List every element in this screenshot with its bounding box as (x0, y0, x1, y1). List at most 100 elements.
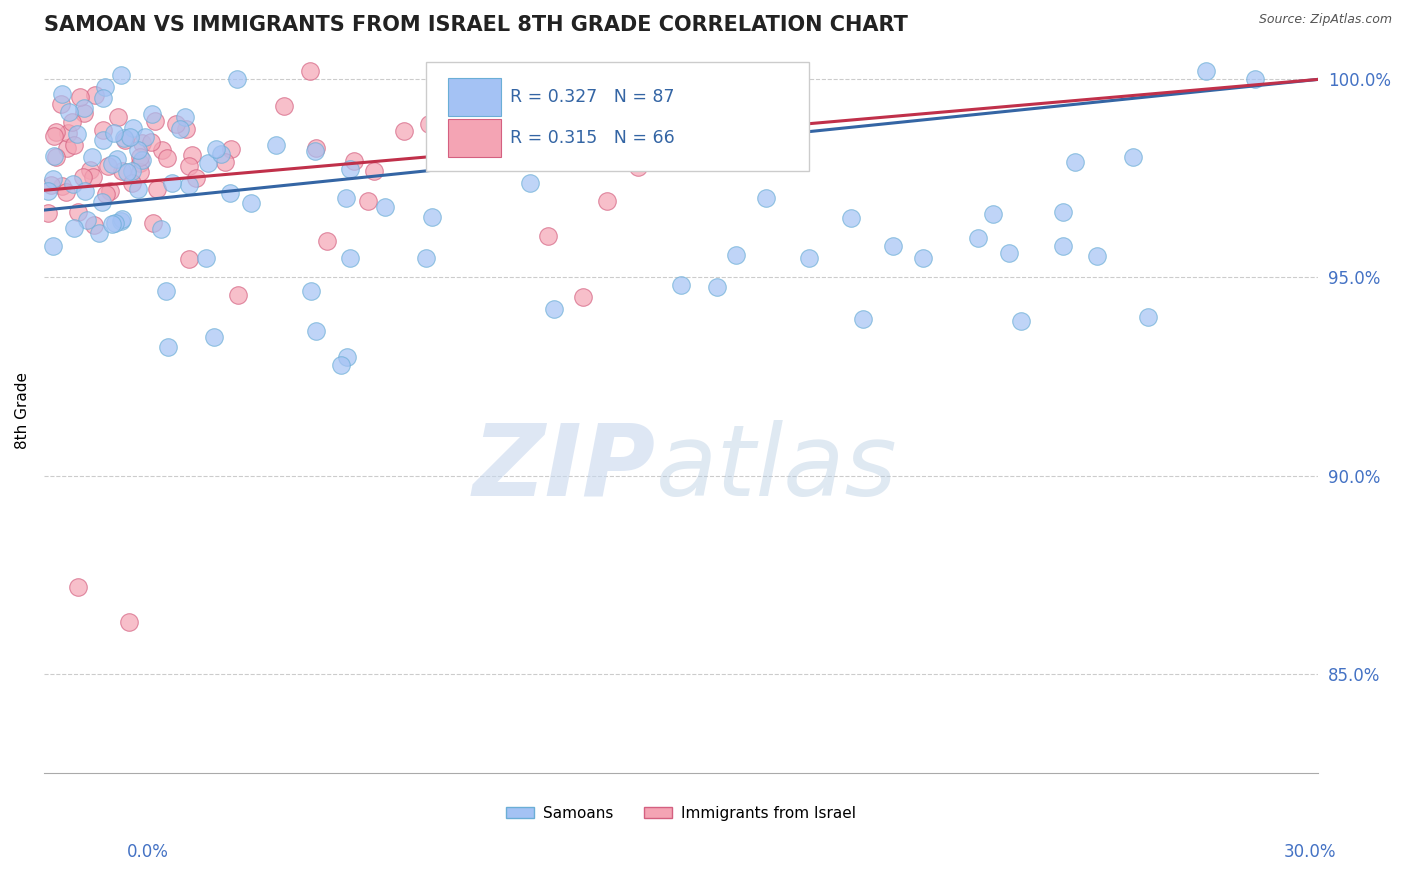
Point (110, 69, 132, 83)
Point (543, 302, 565, 317)
Text: Source: ZipAtlas.com: Source: ZipAtlas.com (1258, 13, 1392, 27)
Point (111, 164, 134, 178)
Point (37, 184, 59, 198)
Legend: Samoans, Immigrants from Israel: Samoans, Immigrants from Israel (501, 799, 862, 827)
Point (98, 184, 121, 198)
Text: R = 0.327   N = 87: R = 0.327 N = 87 (510, 88, 675, 106)
Point (37, 206, 59, 220)
Point (73, 184, 96, 198)
Point (141, 135, 163, 149)
Point (58, 104, 80, 119)
Point (174, 121, 197, 136)
Point (134, 129, 156, 144)
Text: SAMOAN VS IMMIGRANTS FROM ISRAEL 8TH GRADE CORRELATION CHART: SAMOAN VS IMMIGRANTS FROM ISRAEL 8TH GRA… (44, 15, 908, 35)
Point (225, 71, 247, 86)
Point (91, 194, 114, 209)
Point (214, 155, 236, 169)
Point (299, 64, 322, 78)
Point (51, 178, 73, 193)
Text: ZIP: ZIP (472, 420, 655, 516)
Point (69, 89, 91, 103)
Point (55, 185, 77, 199)
Point (145, 114, 167, 128)
Point (62, 178, 84, 192)
Point (149, 222, 172, 236)
Point (42, 129, 65, 144)
Point (981, 207, 1004, 221)
Point (110, 214, 132, 228)
Point (146, 182, 169, 196)
Point (508, 105, 530, 120)
Point (392, 124, 415, 138)
Point (41, 171, 63, 186)
Point (67, 205, 90, 219)
Point (219, 186, 242, 200)
Point (42, 149, 65, 163)
Point (299, 285, 322, 299)
Point (572, 290, 595, 304)
Point (706, 280, 728, 294)
Point (80, 150, 103, 164)
Point (228, 288, 250, 302)
Point (128, 164, 150, 178)
Point (131, 153, 153, 167)
Point (669, 278, 692, 293)
Point (967, 231, 990, 245)
Point (316, 234, 339, 248)
Y-axis label: 8th Grade: 8th Grade (15, 372, 30, 449)
Point (1052, 239, 1074, 253)
Point (152, 143, 174, 157)
Point (724, 248, 747, 262)
Point (51, 87, 73, 101)
Point (129, 155, 152, 169)
Point (94, 80, 117, 95)
Point (101, 218, 124, 232)
Point (1122, 150, 1144, 164)
FancyBboxPatch shape (449, 120, 502, 157)
Point (58, 126, 80, 140)
Point (155, 151, 177, 165)
Point (60, 115, 83, 129)
Text: 30.0%: 30.0% (1284, 843, 1336, 861)
Text: 0.0%: 0.0% (127, 843, 169, 861)
Point (127, 143, 149, 157)
Point (141, 106, 163, 120)
Point (63, 221, 86, 235)
Point (115, 165, 138, 179)
Point (66, 580, 89, 594)
Point (165, 117, 187, 131)
Point (304, 324, 326, 338)
Point (84, 87, 107, 102)
Point (205, 142, 228, 156)
Point (104, 216, 127, 230)
Point (96, 187, 118, 202)
Point (420, 210, 443, 224)
Point (1195, 64, 1218, 78)
Point (797, 251, 820, 265)
Point (304, 145, 326, 159)
Point (177, 178, 200, 193)
Point (73, 101, 96, 115)
Point (194, 251, 217, 265)
Point (49, 96, 72, 111)
Point (506, 103, 529, 118)
Point (107, 110, 129, 124)
Point (169, 121, 191, 136)
Point (45, 149, 67, 163)
Point (42, 238, 65, 252)
Point (114, 133, 136, 147)
Point (103, 127, 125, 141)
Point (596, 194, 619, 208)
Point (91, 91, 114, 105)
Point (912, 251, 935, 265)
Point (363, 164, 385, 178)
Point (374, 200, 396, 214)
Text: R = 0.315   N = 66: R = 0.315 N = 66 (510, 129, 675, 147)
Point (1243, 72, 1265, 87)
Point (157, 340, 180, 354)
Point (336, 350, 359, 364)
Point (339, 251, 361, 265)
Point (91, 133, 114, 147)
Point (264, 137, 287, 152)
Point (97, 159, 120, 173)
